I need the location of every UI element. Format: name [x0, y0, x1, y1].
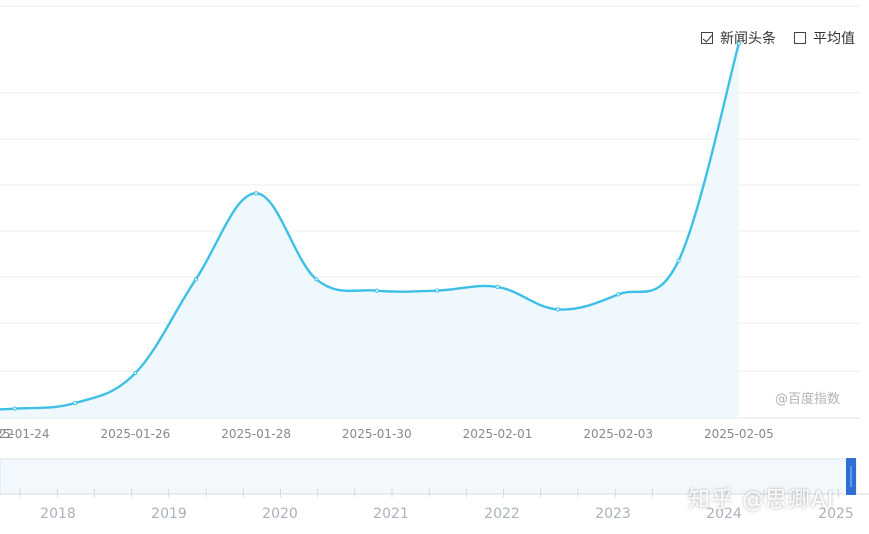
- legend: 新闻头条 平均值: [701, 28, 855, 48]
- x-tick-label: 2025-02-01: [463, 427, 533, 441]
- overview-year-label: 2020: [262, 506, 298, 522]
- overview-year-label: 2024: [706, 506, 742, 522]
- data-point: [193, 277, 198, 282]
- x-tick-label: 2025-01-26: [101, 427, 171, 441]
- x-tick-label: 2025-01-28: [221, 427, 291, 441]
- overview-year-label: 2018: [40, 506, 76, 522]
- legend-item-average[interactable]: 平均值: [794, 28, 855, 48]
- legend-item-news[interactable]: 新闻头条: [701, 28, 776, 48]
- zhihu-watermark: 知乎 @思卿AI: [688, 488, 835, 513]
- data-point: [435, 288, 440, 293]
- legend-label-average: 平均值: [813, 31, 855, 47]
- x-tick-label: 2025-01-24: [0, 427, 50, 441]
- overview-year-label: 2021: [373, 506, 409, 522]
- data-point: [555, 307, 560, 312]
- data-point: [736, 41, 742, 46]
- data-point: [495, 284, 500, 290]
- legend-label-news: 新闻头条: [720, 31, 776, 47]
- data-point: [12, 406, 17, 411]
- overview-year-label: 2023: [595, 506, 631, 522]
- data-point: [676, 258, 681, 263]
- checkbox-empty-icon[interactable]: [794, 32, 806, 44]
- data-point: [72, 400, 78, 406]
- overview-year-label: 2025: [818, 506, 854, 522]
- x-tick-label: 22: [0, 427, 14, 441]
- area-fill: [0, 43, 739, 418]
- data-point: [374, 288, 379, 293]
- data-point: [133, 370, 138, 376]
- overview-track: [0, 458, 857, 495]
- data-point: [254, 191, 259, 196]
- data-point: [616, 292, 621, 297]
- x-tick-label: 2025-01-30: [342, 427, 412, 441]
- overview-year-label: 2022: [484, 506, 520, 522]
- checkbox-checked-icon[interactable]: [701, 32, 713, 44]
- data-point: [314, 277, 319, 282]
- overview-year-label: 2019: [151, 506, 187, 522]
- x-tick-label: 2025-02-03: [583, 427, 653, 441]
- baidu-index-watermark: @百度指数: [775, 392, 841, 407]
- x-tick-label: 2025-02-05: [704, 427, 774, 441]
